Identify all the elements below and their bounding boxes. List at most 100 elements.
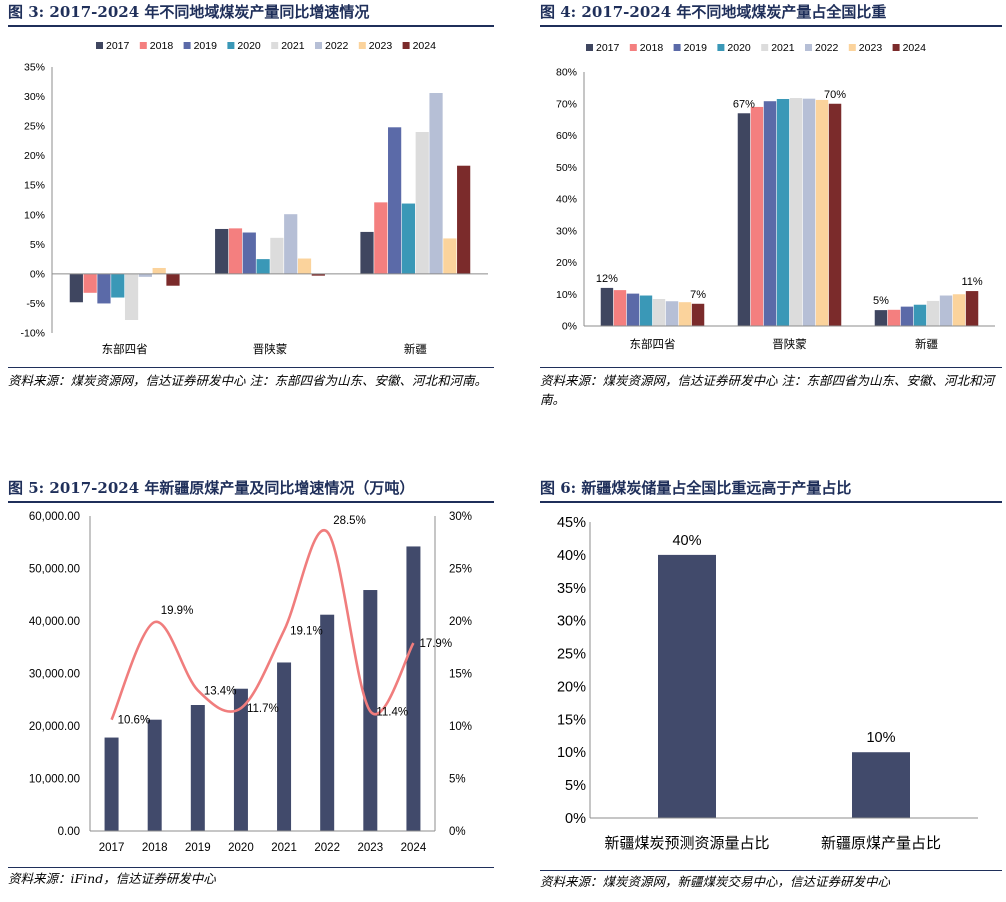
legend-swatch: [96, 42, 103, 49]
y-tick-label: 30%: [24, 91, 45, 103]
x-tick-label: 2019: [185, 842, 211, 854]
y-tick-label: 10%: [556, 289, 577, 301]
bar: [270, 237, 284, 274]
source-rule: [540, 870, 1002, 871]
bar: [256, 259, 270, 274]
bar: [691, 303, 705, 326]
bar: [887, 309, 901, 326]
y-tick-label: 0%: [562, 321, 577, 333]
legend-label: 2024: [413, 40, 437, 52]
y-tick-label: 0%: [30, 268, 45, 280]
bar: [138, 273, 152, 277]
x-tick-label: 2022: [314, 842, 340, 854]
legend-swatch: [586, 44, 593, 51]
legend-label: 2019: [194, 40, 218, 52]
source-note: 资料来源：iFind，信达证券研发中心: [8, 871, 216, 886]
data-label: 67%: [733, 98, 755, 110]
y-tick-label-right: 0%: [449, 826, 466, 838]
bar: [320, 614, 335, 831]
bar: [626, 293, 640, 326]
bar: [926, 300, 940, 326]
y-tick-label-left: 50,000.00: [29, 564, 80, 576]
y-tick-label-left: 20,000.00: [29, 721, 80, 733]
source-rule: [8, 367, 494, 368]
y-tick-label: 15%: [24, 180, 45, 192]
bar: [658, 554, 716, 818]
bar: [600, 287, 614, 326]
figure-5: 图 5: 2017-2024 年新疆原煤产量及同比增速情况（万吨） 0.00 10…: [8, 476, 494, 896]
y-tick-label: 60%: [556, 130, 577, 142]
bar: [789, 98, 803, 326]
y-tick-label: 30%: [556, 225, 577, 237]
legend-swatch: [761, 44, 769, 51]
figure-4: 图 4: 2017-2024 年不同地域煤炭产量占全国比重 0% 10% 20% 30…: [540, 0, 1002, 420]
bar: [763, 101, 777, 327]
y-tick-label-left: 30,000.00: [29, 669, 80, 681]
legend-label: 2021: [281, 40, 305, 52]
bar: [277, 662, 292, 831]
bar: [388, 127, 402, 274]
category-label: 晋陕蒙: [772, 337, 807, 351]
y-tick-label-right: 15%: [449, 669, 472, 681]
x-tick-label: 2021: [271, 842, 297, 854]
bar: [815, 99, 829, 326]
figure-title: 图 4: 2017-2024 年不同地域煤炭产量占全国比重: [540, 3, 887, 21]
category-label: 晋陕蒙: [253, 342, 288, 356]
y-tick-label: 20%: [557, 679, 586, 695]
legend-swatch: [629, 44, 637, 51]
y-tick-label-right: 25%: [449, 564, 472, 576]
figure-title: 图 6: 新疆煤炭储量占全国比重远高于产量占比: [540, 479, 852, 497]
source-note: 资料来源：煤炭资源网，新疆煤炭交易中心，信达证券研发中心: [540, 874, 891, 889]
bar: [311, 273, 325, 276]
bar: [652, 299, 666, 326]
y-tick-label: 70%: [556, 98, 577, 110]
legend-swatch: [717, 44, 725, 51]
legend-swatch: [892, 44, 900, 51]
bar: [457, 165, 471, 274]
title-rule: [540, 25, 1002, 27]
y-tick-label-left: 60,000.00: [29, 511, 80, 523]
data-label: 12%: [596, 273, 618, 285]
bar: [228, 228, 243, 274]
y-tick-label: 15%: [557, 712, 586, 728]
bar: [406, 546, 421, 831]
legend-swatch: [848, 44, 856, 51]
y-tick-label-right: 10%: [449, 721, 472, 733]
line-data-label: 17.9%: [419, 638, 452, 650]
bar: [360, 231, 374, 274]
bar: [750, 106, 764, 326]
y-tick-label: 20%: [24, 150, 45, 162]
bar: [415, 132, 429, 274]
category-label: 新疆: [404, 342, 427, 356]
y-tick-label: 25%: [24, 121, 45, 133]
x-tick-label: 2018: [142, 842, 168, 854]
line-data-label: 19.9%: [161, 605, 194, 617]
title-rule: [8, 25, 494, 27]
category-label: 东部四省: [630, 337, 676, 351]
bar: [639, 295, 653, 326]
line-data-label: 10.6%: [118, 715, 151, 727]
line-data-label: 11.4%: [376, 706, 408, 718]
bar: [874, 310, 888, 326]
y-tick-label-left: 0.00: [58, 826, 80, 838]
category-label: 东部四省: [102, 342, 148, 356]
bar: [242, 232, 256, 274]
chart-4: 0% 10% 20% 30% 40% 50% 60% 70% 80% 东部四省 晋陕蒙 新疆 12% 7%…: [556, 42, 995, 351]
legend-label: 2023: [859, 42, 883, 54]
bar: [952, 294, 966, 326]
title-rule: [540, 501, 1002, 503]
legend-label: 2024: [903, 42, 927, 54]
legend-label: 2017: [596, 42, 620, 54]
legend-swatch: [673, 44, 681, 51]
figure-title: 图 3: 2017-2024 年不同地域煤炭产量同比增速情况: [8, 3, 370, 21]
bar: [965, 291, 979, 326]
bar: [111, 273, 125, 298]
legend-swatch: [315, 42, 322, 49]
category-label: 新疆原煤产量占比: [821, 835, 941, 852]
line-data-label: 19.1%: [290, 625, 323, 637]
bar: [665, 301, 679, 326]
bar: [215, 228, 229, 274]
legend-label: 2018: [150, 40, 174, 52]
legend-label: 2022: [325, 40, 349, 52]
y-tick-label: 5%: [30, 239, 45, 251]
